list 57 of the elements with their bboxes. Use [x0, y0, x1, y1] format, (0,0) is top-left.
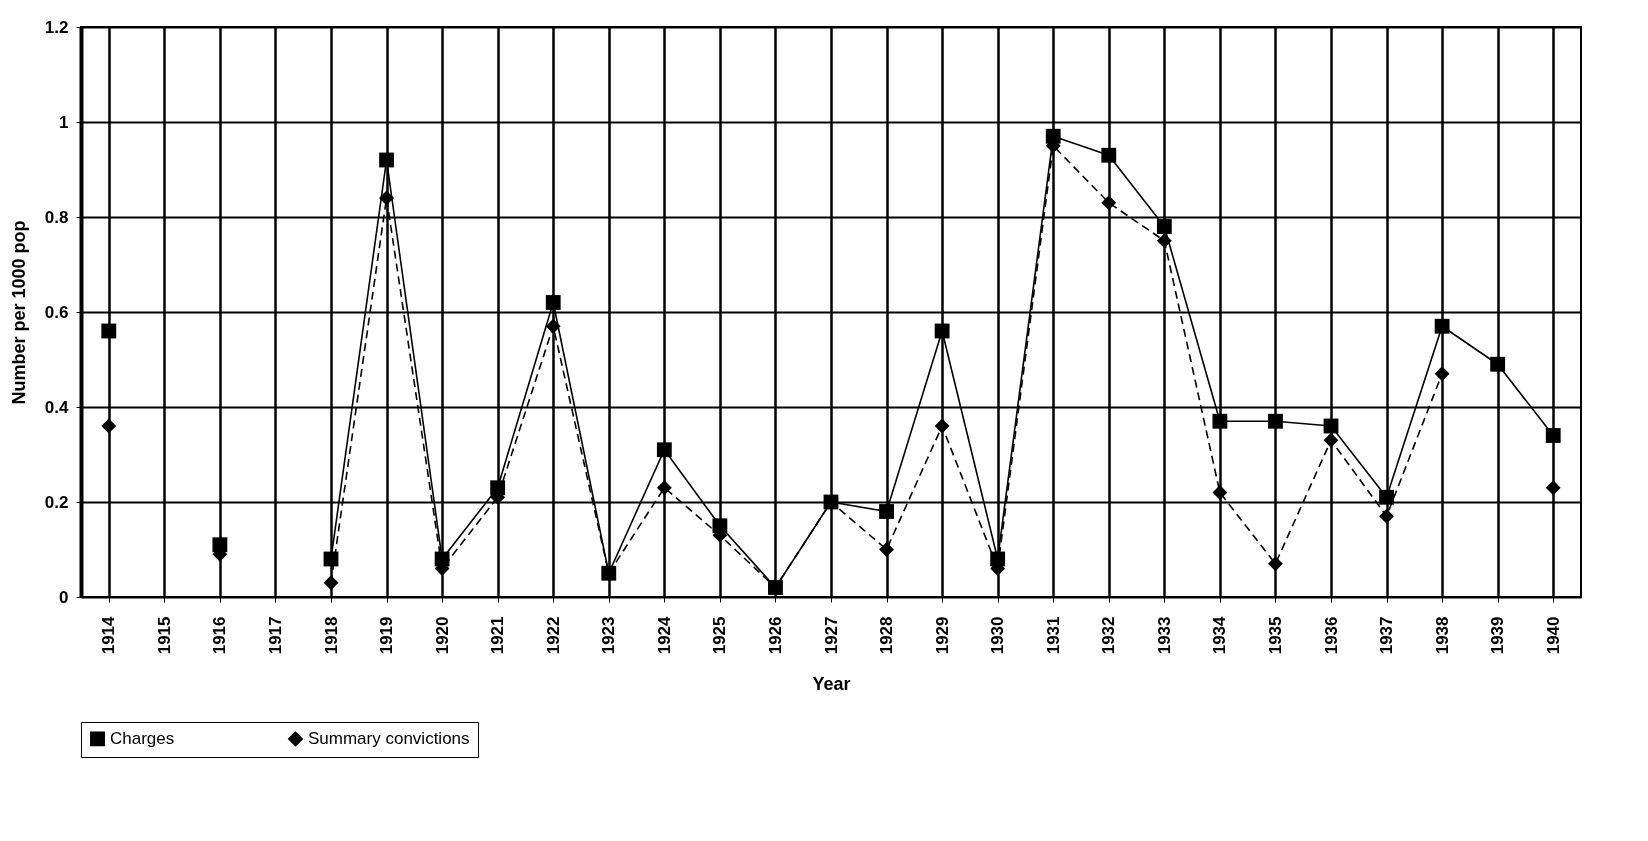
y-tick-label: 0.2 [44, 492, 69, 512]
y-tick-label: 1 [59, 112, 69, 132]
x-tick-label: 1939 [1488, 616, 1508, 655]
x-tick-label: 1930 [988, 616, 1008, 655]
y-tick-label: 0.4 [44, 397, 70, 417]
x-tick-label: 1932 [1099, 616, 1119, 655]
point [1545, 428, 1561, 443]
point [1212, 485, 1228, 500]
x-tick-label: 1938 [1432, 616, 1452, 655]
y-tick-label: 0.6 [44, 302, 69, 322]
point [323, 575, 339, 591]
x-tick-label: 1934 [1210, 615, 1230, 655]
x-tick-label: 1914 [99, 615, 119, 655]
y-tick-label: 0 [59, 587, 69, 607]
point [879, 542, 894, 557]
x-tick-label: 1936 [1321, 616, 1341, 655]
x-tick-label: 1919 [377, 616, 397, 655]
x-tick-label: 1937 [1377, 616, 1397, 655]
point [656, 442, 672, 458]
x-tick-label: 1916 [210, 616, 230, 655]
point [934, 418, 950, 434]
x-tick-label: 1924 [654, 615, 674, 655]
point [1545, 480, 1561, 496]
point [1268, 413, 1283, 429]
point [1379, 508, 1394, 524]
point [1268, 556, 1283, 572]
point [101, 323, 117, 339]
point [545, 295, 561, 310]
x-tick-label: 1923 [599, 616, 619, 655]
point [1212, 413, 1228, 429]
point [1434, 318, 1450, 334]
point [1156, 219, 1172, 234]
y-tick-label: 1.2 [44, 17, 69, 37]
x-tick-label: 1940 [1543, 616, 1563, 655]
x-tick-label: 1935 [1265, 616, 1285, 655]
x-tick-label: 1925 [710, 616, 730, 655]
x-tick-label: 1929 [932, 616, 952, 655]
y-tick-label: 0.8 [44, 207, 69, 227]
x-axis-title: Year [812, 674, 851, 695]
point [1434, 366, 1450, 382]
x-tick-label: 1928 [877, 616, 897, 655]
point [101, 418, 117, 434]
legend-label: Summary convictions [308, 728, 470, 748]
x-tick-label: 1917 [265, 616, 285, 655]
x-tick-label: 1918 [321, 616, 341, 655]
point [879, 504, 894, 519]
x-tick-label: 1915 [154, 616, 174, 655]
x-tick-label: 1931 [1043, 616, 1063, 655]
x-tick-label: 1933 [1154, 616, 1174, 655]
legend-label: Charges [110, 728, 175, 748]
x-tick-label: 1927 [821, 616, 841, 655]
y-axis-title: Number per 1000 pop [8, 220, 29, 405]
x-tick-label: 1922 [543, 616, 563, 655]
x-tick-label: 1920 [432, 616, 452, 655]
point [1323, 432, 1339, 448]
x-tick-label: 1926 [765, 616, 785, 655]
x-tick-label: 1921 [488, 616, 508, 655]
